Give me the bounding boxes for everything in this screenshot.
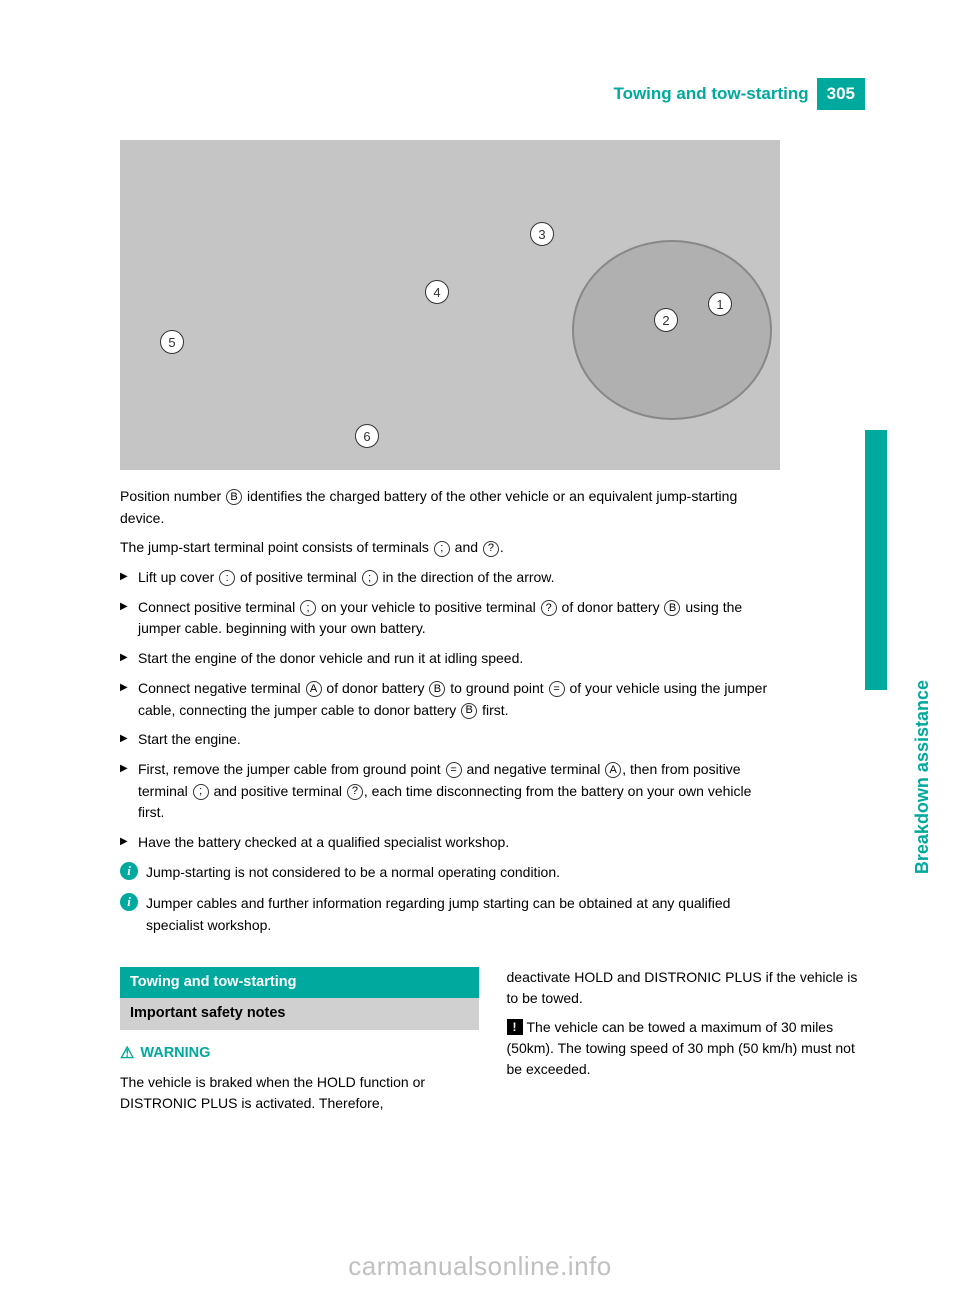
ref-circle: =	[549, 681, 565, 697]
step-item: First, remove the jumper cable from grou…	[120, 759, 780, 824]
right-column: deactivate HOLD and DISTRONIC PLUS if th…	[507, 967, 866, 1123]
step-item: Connect negative terminal A of donor bat…	[120, 678, 780, 721]
side-tab	[865, 430, 887, 690]
page-header: Towing and tow-starting 305	[613, 78, 865, 110]
ref-circle: B	[226, 489, 242, 505]
info-item: iJump-starting is not considered to be a…	[120, 862, 780, 884]
diagram-callout: 2	[654, 308, 678, 332]
step-item: Lift up cover : of positive terminal ; i…	[120, 567, 780, 589]
info-list: iJump-starting is not considered to be a…	[120, 862, 780, 937]
col2-p2: !The vehicle can be towed a maximum of 3…	[507, 1017, 866, 1080]
step-list: Lift up cover : of positive terminal ; i…	[120, 567, 780, 854]
step-item: Start the engine of the donor vehicle an…	[120, 648, 780, 670]
warning-text: The vehicle is braked when the HOLD func…	[120, 1072, 479, 1114]
header-title: Towing and tow-starting	[613, 78, 816, 110]
body-text: Position number B identifies the charged…	[120, 486, 780, 937]
intro-p2: The jump-start terminal point consists o…	[120, 537, 780, 559]
two-column-section: Towing and tow-starting Important safety…	[120, 967, 865, 1123]
info-icon: i	[120, 862, 138, 880]
side-section-label: Breakdown assistance	[912, 680, 933, 874]
left-column: Towing and tow-starting Important safety…	[120, 967, 479, 1123]
warning-triangle-icon: ⚠	[120, 1042, 134, 1066]
diagram-callout: 4	[425, 280, 449, 304]
sub-heading: Important safety notes	[120, 998, 479, 1030]
diagram-callout: 1	[708, 292, 732, 316]
ref-circle: =	[446, 762, 462, 778]
ref-circle: A	[306, 681, 322, 697]
diagram-callout: 5	[160, 330, 184, 354]
info-item: iJumper cables and further information r…	[120, 893, 780, 936]
ref-circle: ;	[362, 570, 378, 586]
watermark: carmanualsonline.info	[348, 1251, 611, 1282]
col2-p1: deactivate HOLD and DISTRONIC PLUS if th…	[507, 967, 866, 1009]
diagram-callout: 3	[530, 222, 554, 246]
step-item: Have the battery checked at a qualified …	[120, 832, 780, 854]
ref-circle: A	[605, 762, 621, 778]
jump-start-diagram: 1 2 3 4 5 6	[120, 140, 780, 470]
section-heading: Towing and tow-starting	[120, 967, 479, 999]
diagram-callout: 6	[355, 424, 379, 448]
ref-circle: ?	[483, 541, 499, 557]
step-item: Connect positive terminal ; on your vehi…	[120, 597, 780, 640]
info-icon: i	[120, 893, 138, 911]
ref-circle: :	[219, 570, 235, 586]
warning-label: ⚠ WARNING	[120, 1042, 479, 1066]
ref-circle: ;	[193, 784, 209, 800]
ref-circle: ;	[300, 600, 316, 616]
ref-circle: ?	[541, 600, 557, 616]
ref-circle: B	[429, 681, 445, 697]
ref-circle: B	[461, 703, 477, 719]
step-item: Start the engine.	[120, 729, 780, 751]
ref-circle: ?	[347, 784, 363, 800]
ref-circle: B	[664, 600, 680, 616]
exclamation-icon: !	[507, 1019, 523, 1035]
ref-circle: ;	[434, 541, 450, 557]
intro-p1: Position number B identifies the charged…	[120, 486, 780, 529]
page-number: 305	[817, 78, 865, 110]
